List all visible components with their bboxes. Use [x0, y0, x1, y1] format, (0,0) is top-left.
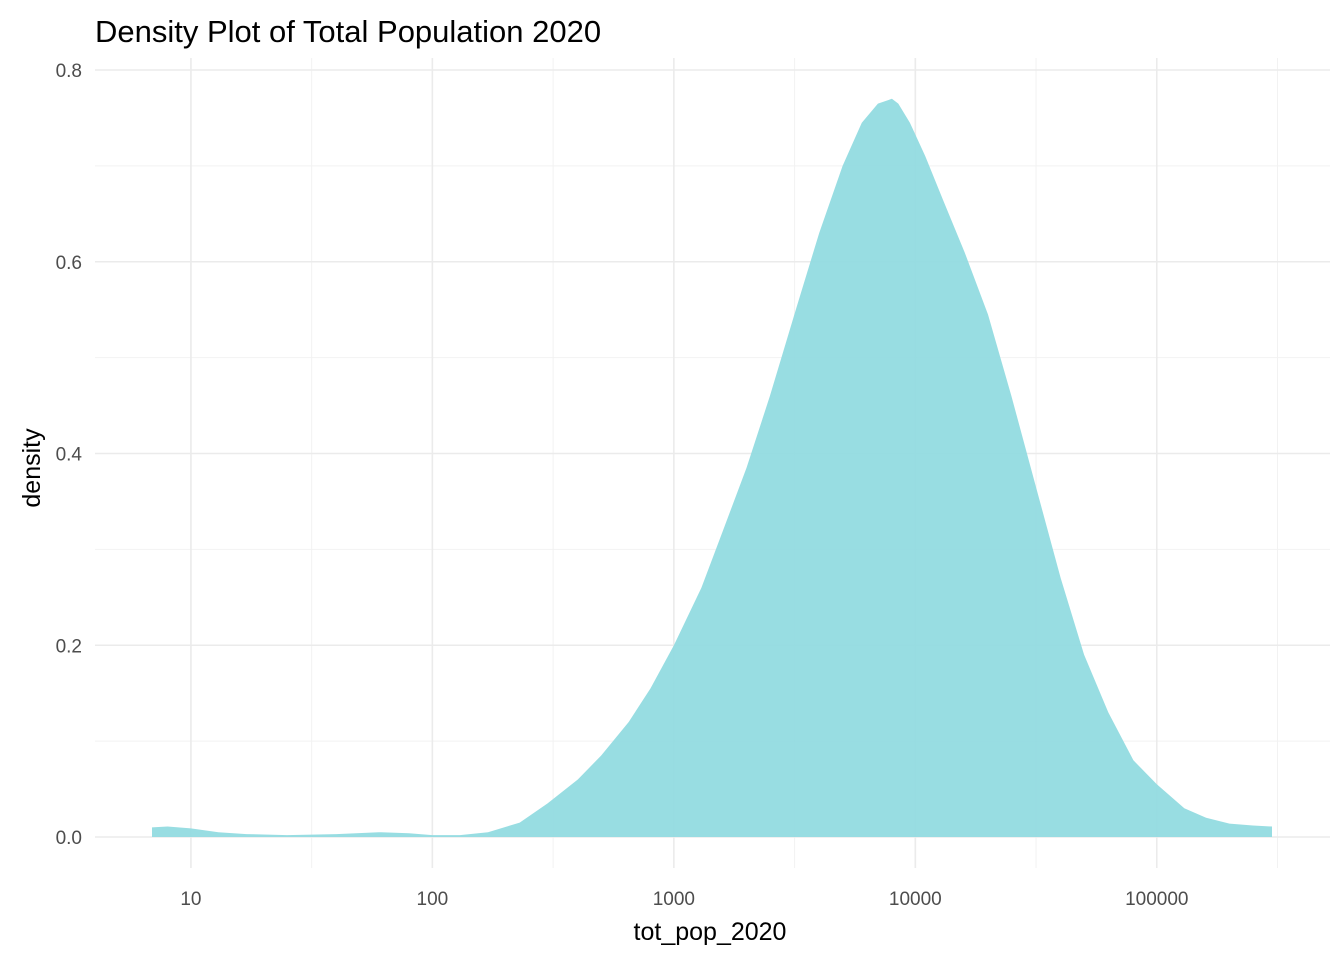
x-tick-label: 100000 [1125, 889, 1188, 910]
y-axis-ticks: 0.0 0.2 0.4 0.6 0.8 [56, 61, 83, 849]
x-tick-label: 1000 [653, 889, 695, 910]
x-axis-ticks: 10 100 1000 10000 100000 [180, 889, 1188, 910]
y-tick-label: 0.6 [56, 253, 82, 274]
y-tick-label: 0.4 [56, 445, 83, 466]
x-tick-label: 10 [180, 889, 201, 910]
chart-title: Density Plot of Total Population 2020 [95, 14, 601, 49]
y-tick-label: 0.8 [56, 61, 82, 82]
y-tick-label: 0.2 [56, 636, 82, 657]
y-axis-title: density [18, 428, 46, 508]
density-area [152, 98, 1272, 838]
x-axis-title: tot_pop_2020 [634, 918, 787, 946]
x-tick-label: 100 [417, 889, 449, 910]
y-tick-label: 0.0 [56, 828, 82, 849]
x-tick-label: 10000 [889, 889, 942, 910]
